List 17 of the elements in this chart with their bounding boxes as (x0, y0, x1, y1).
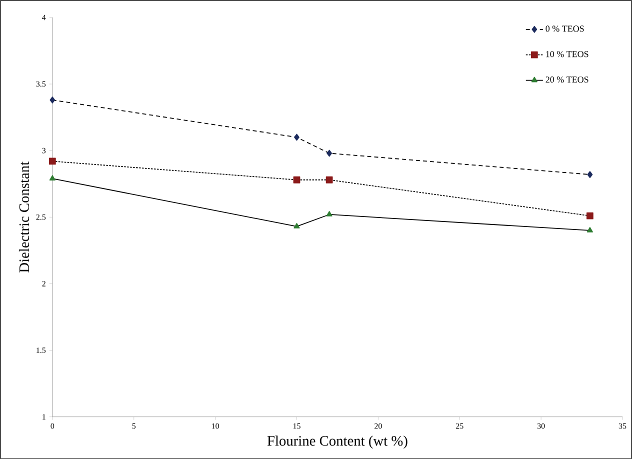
point (50, 96, 56, 104)
y-axis-title: Dielectric Constant (18, 161, 30, 272)
point (49, 174, 56, 180)
x-axis-title: Flourine Content (wt %) (267, 435, 408, 449)
legend-label: 10 % TEOS (546, 50, 588, 58)
point (587, 170, 593, 178)
point (586, 226, 593, 232)
point (294, 222, 300, 228)
point (48, 158, 56, 165)
point (326, 150, 332, 157)
point (293, 176, 300, 184)
point (586, 212, 594, 220)
point (326, 210, 332, 216)
point (294, 134, 300, 141)
legend-label: 0 % TEOS (546, 26, 584, 32)
legend-label: 20 % TEOS (546, 76, 588, 83)
point (326, 176, 333, 184)
